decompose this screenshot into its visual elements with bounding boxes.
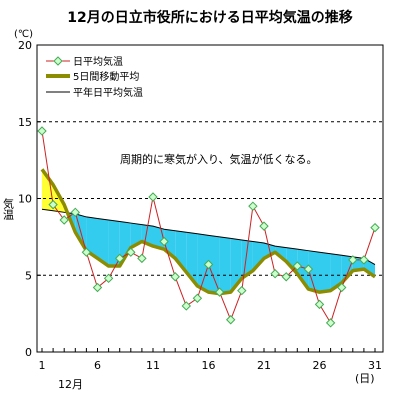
daily-point (137, 253, 147, 264)
anomaly-fill-segment (97, 218, 109, 267)
daily-point (192, 293, 203, 303)
anomaly-fill-segment (119, 221, 131, 267)
anomaly-fill-segment (175, 230, 187, 273)
daily-point (170, 272, 180, 282)
x-tick-label: 1 (39, 359, 46, 372)
daily-point (270, 269, 280, 279)
daily-point (292, 261, 303, 271)
daily-point (259, 221, 269, 231)
legend-label-moving-average: 5日間移動平均 (73, 70, 139, 83)
daily-point (348, 255, 358, 265)
anomaly-fill-segment (319, 252, 331, 293)
points-layer (37, 126, 380, 328)
anomaly-fill-segment (308, 250, 320, 293)
y-axis-label: 気温 (2, 197, 15, 220)
daily-point (126, 247, 136, 257)
daily-point (59, 215, 69, 225)
legend: 日平均気温 5日間移動平均 平年日平均気温 (44, 52, 162, 102)
daily-point (92, 282, 103, 293)
daily-point (48, 199, 58, 210)
legend-label-normal: 平年日平均気温 (73, 86, 143, 99)
y-tick-label: 0 (25, 346, 32, 359)
daily-point (203, 259, 214, 270)
y-tick-label: 15 (18, 116, 32, 129)
x-tick-label: 16 (202, 359, 216, 372)
anomaly-fill-segment (108, 219, 120, 267)
daily-point (225, 315, 236, 325)
daily-point (148, 192, 158, 202)
daily-point (70, 207, 81, 218)
daily-point (81, 247, 92, 257)
anomaly-fill-segment (230, 238, 242, 293)
daily-point (181, 301, 192, 311)
daily-point (114, 253, 125, 264)
daily-point (370, 222, 380, 233)
annotation-text: 周期的に寒気が入り、気温が低くなる。 (120, 152, 318, 166)
anomaly-fill-segment (330, 253, 342, 291)
daily-point (359, 255, 369, 265)
daily-point (248, 201, 258, 211)
anomaly-fill-segment (186, 232, 198, 286)
anomaly-fill-segment (363, 258, 375, 277)
anomaly-fill-segment (197, 233, 209, 293)
x-tick-label: 31 (368, 359, 382, 372)
anomaly-fill-segment (219, 236, 231, 294)
daily-point (314, 299, 325, 310)
anomaly-fill-segment (341, 255, 353, 283)
x-unit-label: (日) (355, 372, 375, 385)
legend-label-daily: 日平均気温 (73, 55, 123, 68)
anomaly-fill-segment (42, 169, 54, 211)
anomaly-fill-segment (86, 216, 98, 259)
daily-point (159, 236, 169, 247)
x-tick-label: 21 (257, 359, 271, 372)
daily-point (37, 126, 47, 136)
fill-layer (42, 169, 375, 294)
daily-point (281, 272, 291, 282)
x-tick-label: 11 (146, 359, 160, 372)
y-tick-label: 10 (18, 193, 32, 206)
anomaly-fill-segment (208, 235, 220, 294)
y-tick-label: 5 (25, 269, 32, 282)
y-tick-label: 20 (18, 39, 32, 52)
normal-temperature-line (41, 208, 376, 265)
daily-point (303, 264, 314, 274)
anomaly-fill-segment (252, 241, 264, 271)
anomaly-fill-segment (297, 249, 309, 290)
y-unit-label: (℃) (14, 29, 33, 40)
x-tick-label: 26 (313, 359, 327, 372)
grid-layer (37, 121, 383, 276)
chart-title: 12月の日立市役所における日平均気温の推移 (67, 9, 352, 26)
daily-point (103, 273, 114, 284)
daily-point (237, 285, 247, 296)
month-label: 12月 (58, 378, 83, 391)
moving-average-line (40, 168, 376, 296)
legend-marker-daily (53, 56, 63, 66)
x-tick-label: 6 (94, 359, 101, 372)
daily-point (336, 282, 347, 293)
daily-point (325, 318, 336, 328)
daily-point (214, 287, 225, 297)
